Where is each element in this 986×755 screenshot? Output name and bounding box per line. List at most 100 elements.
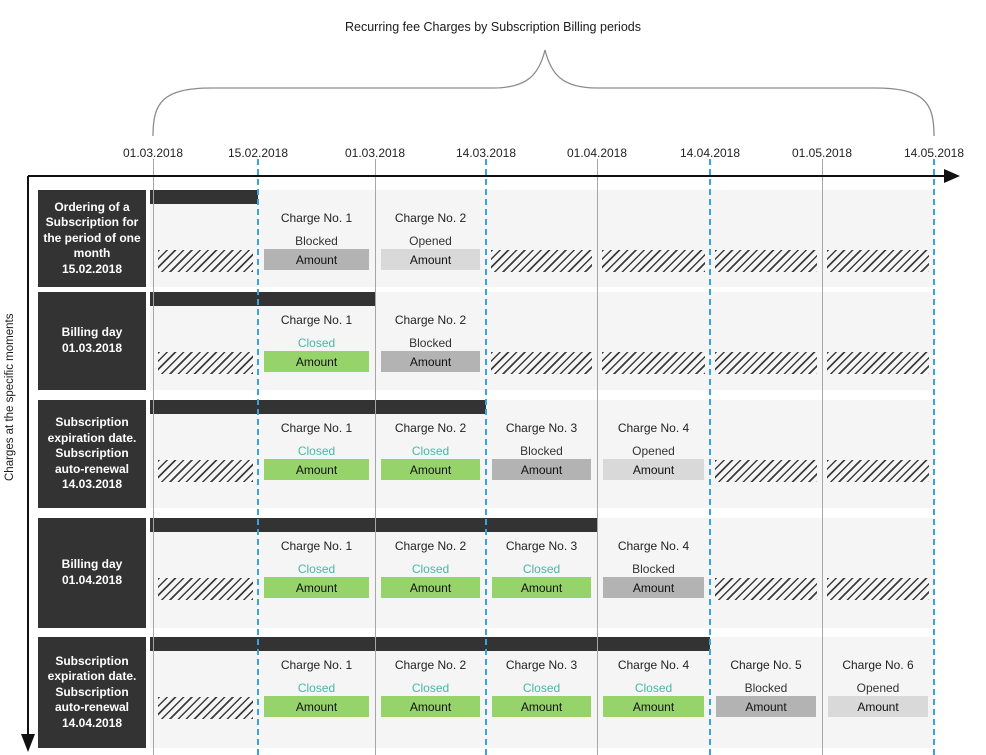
charge-title: Charge No. 5	[730, 658, 802, 672]
month-start-line	[822, 159, 823, 755]
no-charge-hatch	[827, 578, 929, 600]
amount-button: Amount	[603, 459, 704, 480]
amount-button: Amount	[492, 459, 591, 480]
charge-title: Charge No. 1	[280, 421, 353, 435]
no-charge-hatch	[158, 250, 253, 272]
charge-status: Blocked	[295, 234, 338, 248]
charge-title: Charge No. 4	[617, 421, 690, 435]
charge-status: Opened	[856, 681, 900, 695]
no-charge-cell	[822, 292, 934, 390]
charge-title: Charge No. 6	[842, 658, 914, 672]
billing-period-end-line	[933, 159, 935, 755]
amount-button: Amount	[264, 249, 369, 270]
charge-cell: Charge No. 1 Closed Amount	[258, 518, 375, 628]
amount-button: Amount	[264, 577, 369, 598]
x-axis-arrow-icon	[944, 169, 960, 183]
charge-cell: Charge No. 2 Blocked Amount	[375, 292, 486, 390]
elapsed-time-bar	[150, 637, 710, 651]
amount-button: Amount	[264, 459, 369, 480]
charge-title: Charge No. 4	[617, 658, 690, 672]
amount-button: Amount	[603, 696, 704, 717]
charge-status: Blocked	[409, 336, 452, 350]
no-charge-hatch	[827, 250, 929, 272]
charge-cell: Charge No. 1 Closed Amount	[258, 292, 375, 390]
amount-button: Amount	[264, 351, 369, 372]
no-charge-cell	[153, 518, 258, 628]
charge-title: Charge No. 2	[394, 313, 467, 327]
no-charge-cell	[486, 292, 597, 390]
charge-cell: Charge No. 1 Closed Amount	[258, 400, 375, 508]
timeline-date-label: 14.03.2018	[455, 146, 517, 160]
no-charge-cell	[710, 292, 822, 390]
amount-button: Amount	[381, 696, 480, 717]
charge-cell: Charge No. 4 Blocked Amount	[597, 518, 710, 628]
curly-brace	[152, 49, 935, 137]
charge-title: Charge No. 4	[617, 539, 690, 553]
amount-button: Amount	[381, 459, 480, 480]
charge-cell: Charge No. 2 Closed Amount	[375, 637, 486, 748]
no-charge-cell	[153, 292, 258, 390]
amount-button: Amount	[492, 696, 591, 717]
row-label: Ordering of a Subscription for the perio…	[38, 190, 146, 287]
charge-cell: Charge No. 3 Closed Amount	[486, 518, 597, 628]
charge-cell: Charge No. 3 Closed Amount	[486, 637, 597, 748]
amount-button: Amount	[264, 696, 369, 717]
no-charge-cell	[710, 400, 822, 508]
charge-title: Charge No. 3	[505, 539, 578, 553]
elapsed-time-bar	[150, 292, 375, 306]
amount-button: Amount	[381, 351, 480, 372]
charge-title: Charge No. 1	[280, 539, 353, 553]
charge-title: Charge No. 2	[394, 421, 467, 435]
billing-period-end-line	[485, 159, 487, 755]
charge-status: Closed	[522, 562, 561, 576]
no-charge-cell	[710, 518, 822, 628]
no-charge-hatch	[715, 352, 817, 374]
charge-title: Charge No. 1	[280, 313, 353, 327]
charge-cell: Charge No. 1 Blocked Amount	[258, 190, 375, 287]
no-charge-hatch	[491, 250, 592, 272]
charge-status: Closed	[634, 681, 673, 695]
month-start-line	[597, 159, 598, 755]
charge-status: Closed	[411, 562, 450, 576]
no-charge-cell	[597, 190, 710, 287]
diagram-title: Recurring fee Charges by Subscription Bi…	[345, 20, 641, 34]
charge-status: Closed	[411, 681, 450, 695]
row-band: Charge No. 1 Closed Amount Charge No. 2 Clos…	[150, 637, 934, 748]
charge-title: Charge No. 2	[394, 539, 467, 553]
timeline-date-label: 14.05.2018	[903, 146, 965, 160]
no-charge-cell	[486, 190, 597, 287]
no-charge-hatch	[715, 250, 817, 272]
charge-status: Blocked	[632, 562, 675, 576]
elapsed-time-bar	[150, 400, 486, 414]
no-charge-cell	[822, 190, 934, 287]
charge-cell: Charge No. 6 Opened Amount	[822, 637, 934, 748]
no-charge-cell	[153, 637, 258, 748]
no-charge-hatch	[715, 578, 817, 600]
no-charge-cell	[822, 400, 934, 508]
no-charge-hatch	[602, 352, 705, 374]
amount-button: Amount	[828, 696, 928, 717]
no-charge-cell	[710, 190, 822, 287]
row-label: Billing day 01.03.2018	[38, 292, 146, 390]
elapsed-time-bar	[150, 190, 258, 204]
no-charge-hatch	[158, 697, 253, 719]
no-charge-hatch	[827, 352, 929, 374]
charge-title: Charge No. 1	[280, 658, 353, 672]
timeline-date-label: 14.04.2018	[679, 146, 741, 160]
no-charge-hatch	[602, 250, 705, 272]
charge-status: Closed	[411, 444, 450, 458]
no-charge-cell	[153, 190, 258, 287]
charge-title: Charge No. 3	[505, 421, 578, 435]
charge-status: Closed	[297, 562, 336, 576]
row-band: Charge No. 1 Closed Amount Charge No. 2 Bloc…	[150, 292, 934, 390]
month-start-line	[153, 159, 154, 755]
charge-cell: Charge No. 4 Closed Amount	[597, 637, 710, 748]
amount-button: Amount	[603, 577, 704, 598]
no-charge-hatch	[158, 578, 253, 600]
no-charge-hatch	[715, 460, 817, 482]
timeline-date-label: 01.03.2018	[122, 146, 184, 160]
